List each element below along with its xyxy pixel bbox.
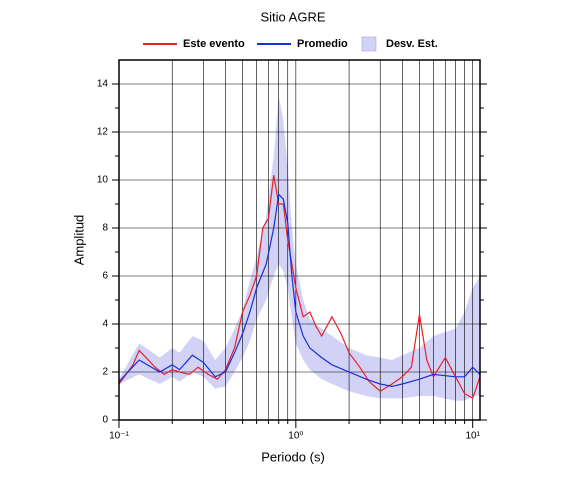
legend-swatch [361,36,377,52]
y-tick-label: 6 [102,271,108,282]
y-tick-label: 8 [102,223,108,234]
legend-label: Promedio [297,38,348,50]
y-tick-label: 0 [102,415,108,426]
x-tick-label: 10⁻¹ [109,431,129,442]
y-tick-label: 12 [97,127,109,138]
y-tick-label: 4 [102,319,108,330]
y-axis-label: Amplitud [71,215,86,266]
y-tick-label: 14 [97,79,109,90]
x-tick-label: 10¹ [465,431,480,442]
std-band [119,96,480,401]
series-line [118,175,481,400]
y-tick-label: 10 [97,175,109,186]
legend-label: Desv. Est. [386,38,438,50]
y-tick-label: 2 [102,367,108,378]
x-axis-label: Periodo (s) [261,449,325,464]
x-tick-label: 10⁰ [288,431,303,442]
plot-frame [118,59,481,421]
series-line [118,193,481,388]
chart-title: Sitio AGRE [260,9,325,24]
legend-label: Este evento [183,38,245,50]
